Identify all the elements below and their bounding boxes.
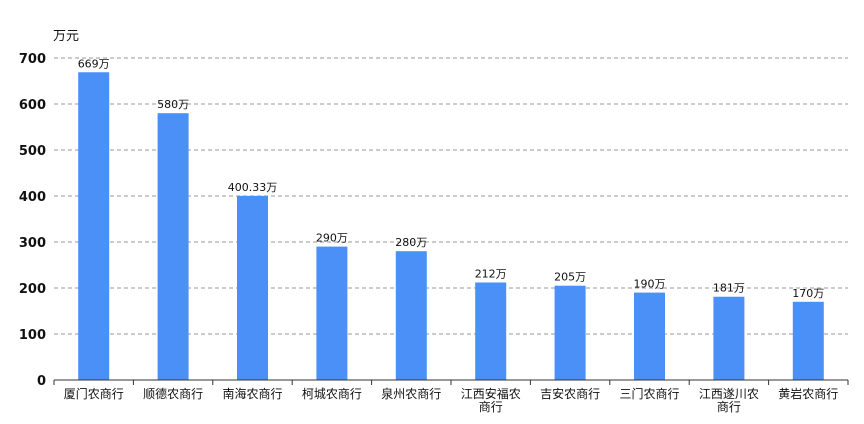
x-tick-label: 泉州农商行	[381, 386, 441, 401]
x-tick-label: 顺德农商行	[143, 386, 203, 401]
data-label: 181万	[713, 282, 745, 295]
bar	[395, 251, 427, 380]
data-label: 170万	[792, 287, 824, 300]
bar	[78, 72, 110, 380]
data-label: 212万	[475, 267, 507, 280]
y-axis-unit-label: 万元	[53, 29, 79, 44]
x-tick-label: 厦门农商行	[64, 386, 124, 401]
x-tick-label: 江西遂川农商行	[699, 387, 759, 414]
data-label: 580万	[157, 98, 189, 111]
data-label: 669万	[78, 57, 110, 70]
x-axis-ticks: 厦门农商行 顺德农商行 南海农商行 柯城农商行 泉州农商行 江西安福农商行 吉安农商行 三门农…	[53, 380, 849, 414]
data-label: 280万	[395, 236, 427, 249]
y-tick-label: 100	[19, 328, 46, 343]
bar	[634, 292, 665, 380]
x-tick-label: 吉安农商行	[540, 386, 600, 401]
bar	[475, 282, 507, 380]
bar	[237, 195, 268, 380]
y-tick-label: 500	[19, 144, 46, 159]
y-axis-ticks: 0 100 200 300 400 500 600 700	[19, 52, 46, 389]
bars	[78, 72, 824, 380]
x-tick-label: 黄岩农商行	[778, 386, 838, 401]
y-tick-label: 0	[37, 374, 46, 389]
y-tick-label: 300	[19, 236, 46, 251]
data-label: 290万	[316, 232, 348, 245]
bar	[713, 296, 745, 380]
x-tick-label: 南海农商行	[222, 386, 282, 401]
x-tick-label: 柯城农商行	[302, 386, 362, 401]
bar	[554, 285, 586, 380]
y-tick-label: 700	[19, 52, 46, 67]
x-tick-label: 江西安福农商行	[461, 386, 521, 414]
x-tick-label: 三门农商行	[619, 386, 679, 401]
y-tick-label: 600	[19, 98, 46, 113]
data-label: 400.33万	[228, 181, 278, 194]
bar	[157, 113, 189, 380]
data-label: 205万	[554, 271, 586, 284]
data-label: 190万	[634, 278, 666, 291]
y-tick-label: 400	[19, 190, 46, 205]
data-labels: 669万 580万 400.33万 290万 280万 212万 205万 190万 181万 1…	[78, 57, 825, 300]
bar	[316, 246, 348, 380]
y-tick-label: 200	[19, 282, 46, 297]
bar	[792, 301, 824, 380]
